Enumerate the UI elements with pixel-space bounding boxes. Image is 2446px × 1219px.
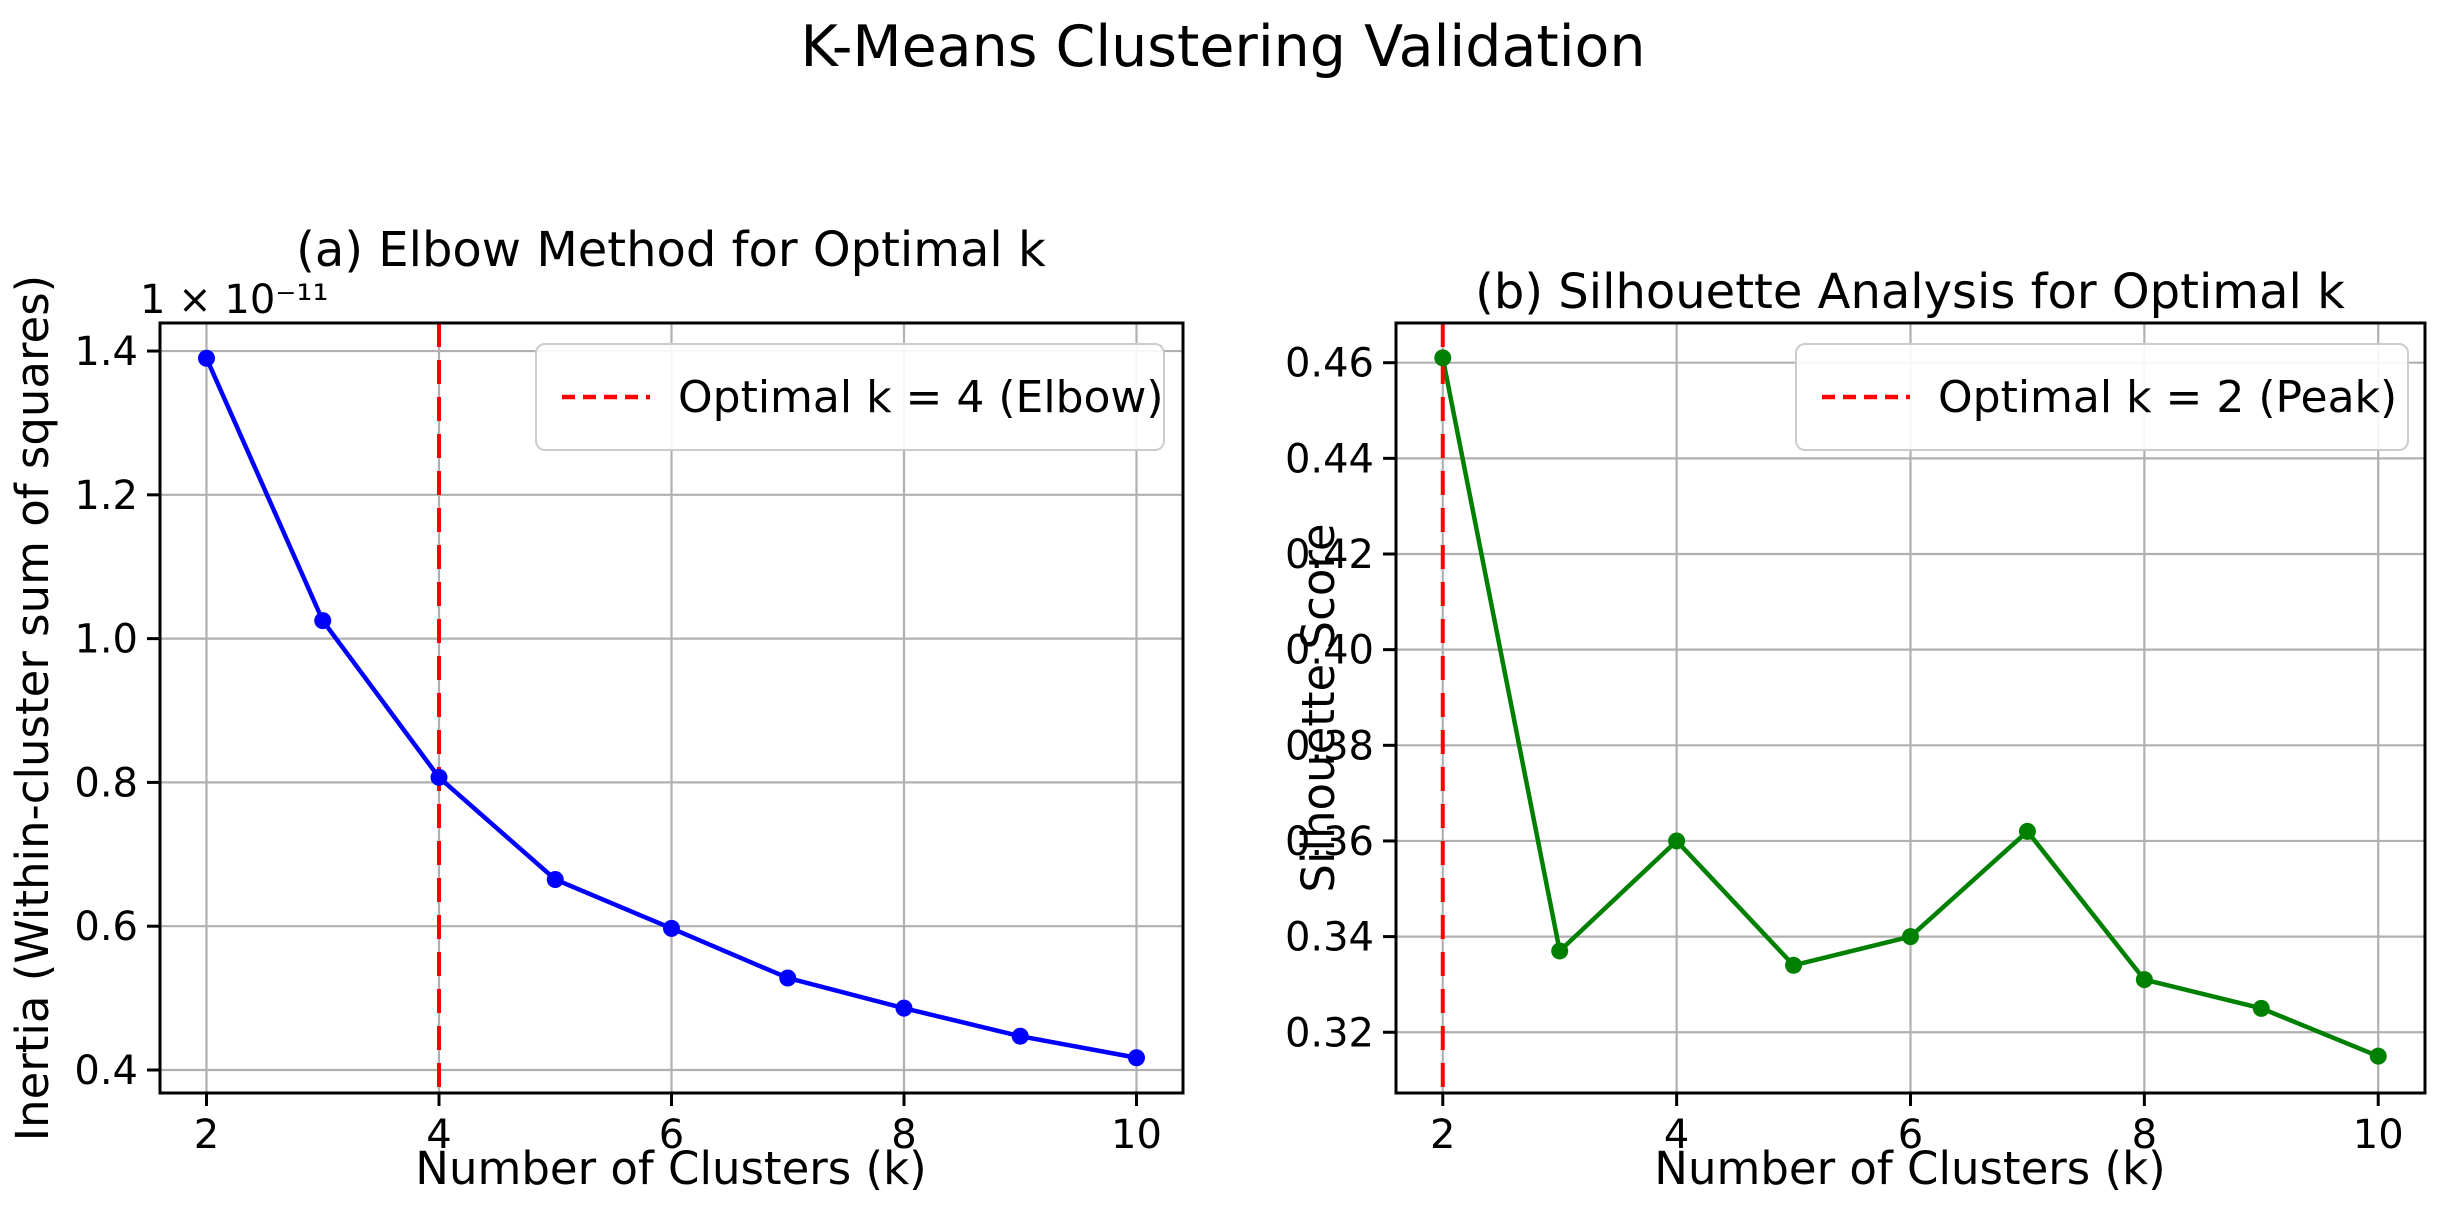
y-tick-label: 0.8 — [74, 760, 138, 806]
y-tick-label: 1.4 — [74, 329, 138, 375]
elbow-legend-label: Optimal k = 4 (Elbow) — [678, 372, 1164, 423]
data-point — [1128, 1049, 1145, 1067]
x-tick-label: 6 — [1898, 1112, 1923, 1158]
data-point — [2018, 822, 2036, 840]
silhouette-plot-area: 2 4 6 8 10 0.32 0.34 0.36 0.38 0.40 0.42 0.44 0.46 — [1285, 321, 2427, 1158]
y-tick-label: 0.32 — [1285, 1010, 1374, 1056]
elbow-title: (a) Elbow Method for Optimal k — [296, 222, 1046, 278]
data-point — [2252, 999, 2270, 1017]
silhouette-x-axis-label: Number of Clusters (k) — [1654, 1142, 2165, 1195]
x-tick-label: 8 — [2132, 1112, 2157, 1158]
data-point — [314, 612, 332, 630]
y-tick-label: 0.34 — [1285, 915, 1374, 961]
data-point — [1668, 832, 1686, 850]
y-tick-label: 0.46 — [1285, 341, 1374, 387]
silhouette-legend-label: Optimal k = 2 (Peak) — [1938, 372, 2397, 423]
data-point — [2135, 971, 2153, 989]
elbow-subplot: (a) Elbow Method for Optimal k 1 × 10⁻¹¹… — [6, 222, 1185, 1195]
data-point — [1434, 349, 1452, 367]
silhouette-title: (b) Silhouette Analysis for Optimal k — [1475, 264, 2345, 320]
data-point — [779, 969, 797, 987]
y-tick-label: 1.2 — [74, 473, 138, 519]
elbow-legend-box — [535, 343, 1165, 451]
y-tick-label: 0.44 — [1285, 436, 1374, 482]
figure-title: K-Means Clustering Validation — [800, 14, 1645, 80]
data-point — [663, 919, 680, 937]
elbow-offset-text: 1 × 10⁻¹¹ — [140, 277, 328, 323]
x-tick-label: 10 — [1111, 1112, 1162, 1158]
silhouette-subplot: (b) Silhouette Analysis for Optimal k Si… — [1285, 264, 2427, 1195]
data-point — [2369, 1047, 2387, 1065]
data-point — [1551, 942, 1569, 960]
x-tick-label: 4 — [426, 1112, 451, 1158]
data-point — [198, 349, 215, 367]
x-tick-label: 8 — [891, 1112, 916, 1158]
y-tick-label: 0.40 — [1285, 628, 1374, 674]
x-tick-label: 10 — [2353, 1112, 2404, 1158]
y-tick-label: 0.38 — [1285, 723, 1374, 769]
silhouette-legend-box — [1795, 343, 2409, 451]
data-point — [1902, 928, 1919, 946]
data-point — [430, 768, 448, 786]
x-tick-label: 2 — [1430, 1112, 1455, 1158]
data-point — [1785, 956, 1803, 974]
x-tick-label: 4 — [1664, 1112, 1689, 1158]
elbow-x-axis-label: Number of Clusters (k) — [415, 1142, 926, 1195]
x-tick-label: 6 — [659, 1112, 684, 1158]
y-tick-label: 0.4 — [74, 1048, 138, 1094]
x-tick-label: 2 — [194, 1112, 219, 1158]
data-point — [895, 999, 913, 1017]
y-tick-label: 0.6 — [74, 904, 138, 950]
elbow-legend: Optimal k = 4 (Elbow) — [535, 343, 1165, 451]
elbow-y-axis-label: Inertia (Within-cluster sum of squares) — [6, 275, 59, 1141]
y-tick-label: 0.36 — [1285, 819, 1374, 865]
data-point — [546, 870, 564, 888]
y-tick-label: 0.42 — [1285, 532, 1374, 578]
silhouette-legend: Optimal k = 2 (Peak) — [1795, 343, 2409, 451]
y-tick-label: 1.0 — [74, 617, 138, 663]
silhouette-y-axis-label: Silhouette Score — [1292, 523, 1345, 892]
data-point — [1011, 1027, 1029, 1045]
